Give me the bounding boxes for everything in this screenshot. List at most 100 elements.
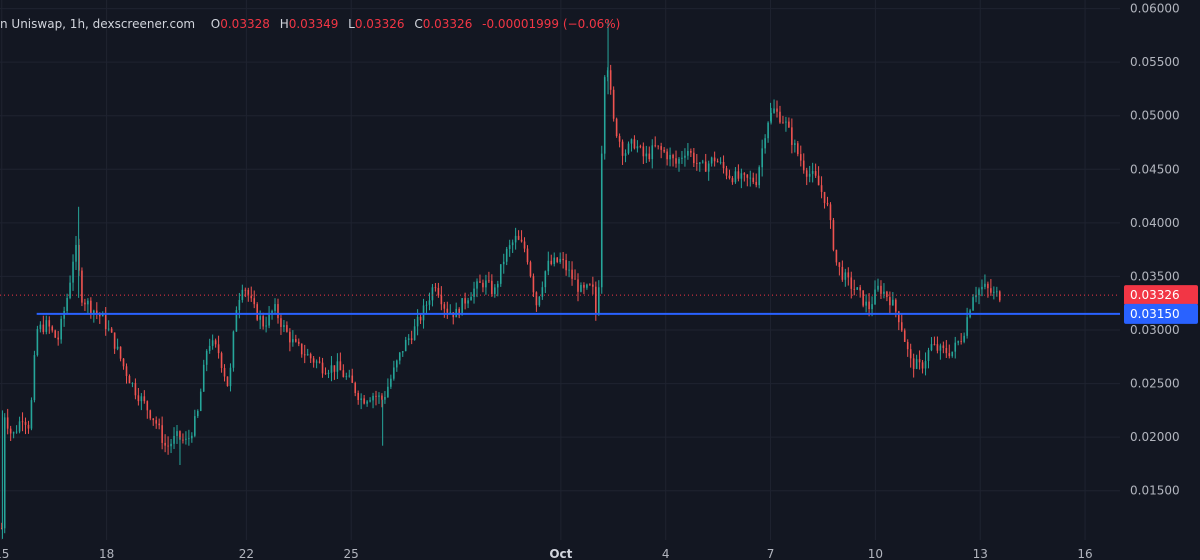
price-axis[interactable]: 0.06000 0.05500 0.05000 0.04500 0.04000 0.035… xyxy=(1124,2,1198,498)
candle-body xyxy=(306,354,309,356)
candle-body xyxy=(770,112,772,123)
candle-body xyxy=(811,171,814,174)
candle-body xyxy=(921,362,924,369)
time-tick-label: 10 xyxy=(868,547,883,560)
candle-body xyxy=(256,304,258,320)
candle-body xyxy=(690,150,692,153)
candle-body xyxy=(315,361,318,363)
legend-symbol: n Uniswap, 1h, dexscreener.com xyxy=(0,17,196,31)
candle-body xyxy=(583,284,585,288)
candle-body xyxy=(963,335,965,342)
candle-body xyxy=(449,312,452,314)
time-tick-label: 22 xyxy=(239,547,254,560)
candle-body xyxy=(562,258,564,261)
candle-body xyxy=(615,118,618,137)
candle-body xyxy=(75,244,77,262)
last-price-tag xyxy=(1124,285,1198,306)
candle-body xyxy=(883,291,885,294)
candle-body xyxy=(286,325,288,332)
candle-body xyxy=(348,375,351,377)
candle-body xyxy=(767,122,769,139)
candle-body xyxy=(526,248,529,263)
candle-body xyxy=(630,139,633,144)
legend-close-value: 0.03326 xyxy=(422,17,473,31)
candle-body xyxy=(897,311,900,323)
candle-body xyxy=(250,295,253,299)
price-tick-label: 0.02000 xyxy=(1130,430,1180,444)
candle-body xyxy=(473,288,475,297)
candle-body xyxy=(844,272,847,280)
candle-body xyxy=(966,317,968,336)
candle-body xyxy=(945,348,948,354)
candle-body xyxy=(880,285,882,294)
candle-body xyxy=(743,173,746,175)
candle-body xyxy=(814,171,817,176)
legend-open-value: 0.03328 xyxy=(220,17,270,31)
candle-body xyxy=(666,151,668,160)
candle-body xyxy=(0,528,3,530)
candle-body xyxy=(930,344,933,351)
candle-body xyxy=(289,331,291,343)
price-tick-label: 0.05500 xyxy=(1130,55,1180,69)
candle-body xyxy=(728,175,731,179)
candle-body xyxy=(871,304,873,310)
candle-body xyxy=(788,121,790,128)
candle-body xyxy=(595,286,597,315)
support-price-tag xyxy=(1124,303,1198,324)
candle-body xyxy=(324,373,327,375)
candle-body xyxy=(725,168,728,176)
candle-body xyxy=(173,435,175,444)
candle-body xyxy=(838,262,841,267)
candle-body xyxy=(737,171,740,179)
time-tick-label: 13 xyxy=(973,547,988,560)
candle-body xyxy=(654,145,657,147)
candle-body xyxy=(565,260,567,271)
candle-body xyxy=(297,341,300,344)
candle-body xyxy=(336,361,339,372)
candle-body xyxy=(205,350,208,365)
candle-body xyxy=(996,291,998,293)
candle-body xyxy=(886,291,888,298)
candle-body xyxy=(722,161,725,169)
candle-body xyxy=(710,157,713,164)
candle-body xyxy=(214,340,217,345)
candle-body xyxy=(547,260,550,272)
candle-body xyxy=(687,150,689,156)
candle-body xyxy=(229,367,232,387)
time-axis[interactable]: 15 18 22 25 Oct 4 7 10 13 16 xyxy=(0,547,1093,560)
candle-body xyxy=(835,249,838,263)
candle-body xyxy=(972,297,974,311)
candle-body xyxy=(675,158,677,164)
candle-body xyxy=(550,260,553,265)
candle-body xyxy=(265,325,267,327)
candle-body xyxy=(333,365,336,372)
candle-body xyxy=(627,143,630,154)
price-tick-label: 0.04000 xyxy=(1130,216,1180,230)
candle-body xyxy=(9,428,12,434)
candle-body xyxy=(511,242,514,246)
candle-body xyxy=(826,202,829,205)
candle-body xyxy=(93,310,95,314)
candle-body xyxy=(532,276,535,293)
candle-body xyxy=(618,136,621,142)
candle-body xyxy=(116,346,119,349)
candle-body xyxy=(817,175,820,186)
candle-body xyxy=(868,301,870,310)
candle-body xyxy=(663,149,665,152)
candle-body xyxy=(755,181,758,186)
candle-body xyxy=(499,264,502,284)
candle-body xyxy=(749,177,752,179)
candle-body xyxy=(167,445,169,447)
candle-body xyxy=(874,289,876,305)
candle-body xyxy=(589,284,591,286)
candle-body xyxy=(707,163,710,172)
candle-body xyxy=(951,351,954,357)
candle-body xyxy=(633,139,636,149)
candle-body xyxy=(802,160,805,171)
candle-body xyxy=(823,191,826,203)
candle-body xyxy=(990,288,992,293)
candle-body xyxy=(69,282,71,298)
candle-body xyxy=(470,296,472,301)
candle-body xyxy=(758,167,760,186)
